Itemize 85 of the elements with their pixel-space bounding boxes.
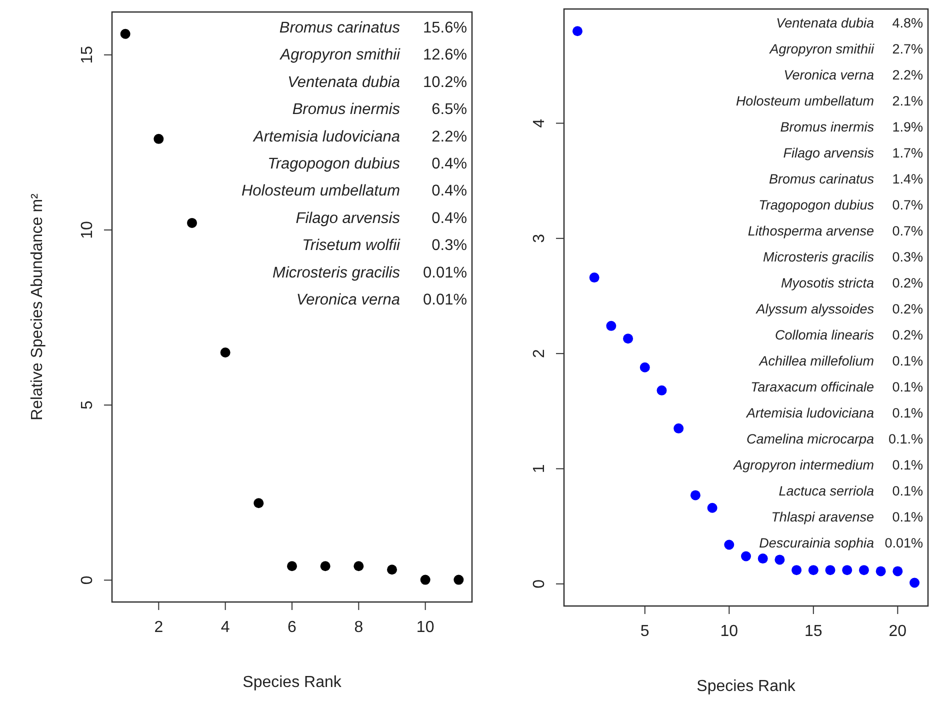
- point: [690, 490, 700, 500]
- y-tick-label: 1: [531, 464, 548, 474]
- point: [858, 565, 869, 576]
- x-tick-label: 8: [354, 619, 364, 636]
- point: [741, 551, 751, 562]
- text: Holosteum umbellatum 0.4%: [241, 182, 467, 200]
- text: Filago arvensis 0.4%: [296, 210, 467, 227]
- text: Myosotis stricta 0.2%: [780, 276, 923, 290]
- x-tick-label: 10: [416, 619, 434, 636]
- text: Holosteum umbellatum 2.1%: [736, 94, 923, 108]
- point: [825, 565, 836, 576]
- text: Bromus inermis 1.9%: [780, 120, 923, 134]
- point: [774, 554, 785, 565]
- point: [454, 574, 464, 585]
- y-tick-label: 0: [79, 576, 96, 585]
- x-tick-label: 2: [154, 619, 164, 636]
- y-axis-title: Relative Species Abundance m²: [29, 192, 46, 420]
- text: Veronica verna 0.01%: [296, 292, 467, 308]
- point: [707, 502, 718, 513]
- point: [320, 561, 330, 572]
- annotation: Descurainia sophia 0.01%: [759, 536, 923, 550]
- point: [842, 565, 852, 576]
- x-tick-label: 20: [888, 623, 907, 640]
- text: Alyssum alyssoides 0.2%: [756, 302, 923, 316]
- text: Artemisia ludoviciana 2.2%: [254, 128, 467, 146]
- point: [656, 385, 667, 396]
- y-tick-label: 4: [531, 118, 548, 128]
- text: Collomia linearis 0.2%: [774, 328, 923, 342]
- text: Microsteris gracilis 0.01%: [272, 264, 467, 282]
- text: Ventenata dubia 4.8%: [776, 16, 923, 30]
- point: [254, 498, 264, 508]
- text: Veronica verna 2.2%: [784, 68, 923, 82]
- text: Filago arvensis 1.7%: [783, 146, 923, 160]
- x-axis-title: Species Rank: [696, 678, 796, 695]
- x-tick-label: 5: [640, 623, 650, 640]
- text: Bromus carinatus 1.4%: [768, 172, 923, 186]
- point: [572, 26, 582, 36]
- point: [724, 540, 734, 550]
- text: Agropyron intermedium 0.1%: [734, 458, 923, 472]
- point: [876, 566, 886, 576]
- point: [892, 566, 903, 576]
- y-tick-label: 2: [531, 349, 548, 358]
- text: Lactuca serriola 0.1%: [778, 484, 923, 498]
- text: Tragopogon dubius 0.4%: [268, 156, 467, 172]
- y-tick-label: 0: [531, 579, 548, 588]
- text: Ventenata dubia 10.2%: [288, 74, 467, 91]
- x-tick-label: 15: [804, 623, 822, 640]
- point: [354, 561, 364, 572]
- annotation: Camelina microcarpa 0.1.%: [746, 432, 923, 446]
- text: Thlaspi aravense 0.1%: [771, 510, 923, 524]
- y-tick-label: 3: [531, 234, 548, 243]
- x-axis-title: Species Rank: [242, 674, 342, 691]
- point: [758, 554, 768, 564]
- text: Taraxacum officinale 0.1%: [750, 380, 923, 394]
- point: [387, 564, 397, 575]
- text: Bromus inermis 6.5%: [292, 101, 467, 118]
- y-tick-label: 10: [79, 220, 96, 239]
- point: [187, 218, 197, 228]
- text: Artemisia ludoviciana 0.1%: [746, 406, 923, 420]
- text: Agropyron smithii 12.6%: [280, 46, 467, 64]
- text: Agropyron smithii 2.7%: [770, 42, 923, 56]
- point: [120, 28, 130, 39]
- point: [910, 578, 920, 588]
- text: Trisetum wolfii 0.3%: [302, 237, 467, 254]
- y-tick-label: 15: [79, 46, 96, 64]
- point: [220, 348, 230, 358]
- text: Tragopogon dubius 0.7%: [758, 198, 923, 212]
- point: [623, 334, 634, 344]
- text: Lithosperma arvense 0.7%: [748, 224, 923, 238]
- y-tick-label: 5: [79, 400, 96, 410]
- point: [606, 320, 616, 331]
- point: [287, 561, 297, 572]
- text: Bromus carinatus 15.6%: [279, 20, 467, 36]
- point: [674, 423, 684, 434]
- x-tick-label: 4: [220, 619, 230, 636]
- x-tick-label: 10: [720, 623, 738, 640]
- point: [640, 362, 650, 372]
- point: [420, 574, 430, 585]
- point: [589, 272, 600, 283]
- point: [792, 565, 802, 576]
- text: Achillea millefolium 0.1%: [759, 354, 923, 368]
- point: [154, 134, 164, 144]
- text: Microsteris gracilis 0.3%: [762, 250, 923, 264]
- point: [808, 565, 818, 576]
- x-tick-label: 6: [288, 619, 297, 636]
